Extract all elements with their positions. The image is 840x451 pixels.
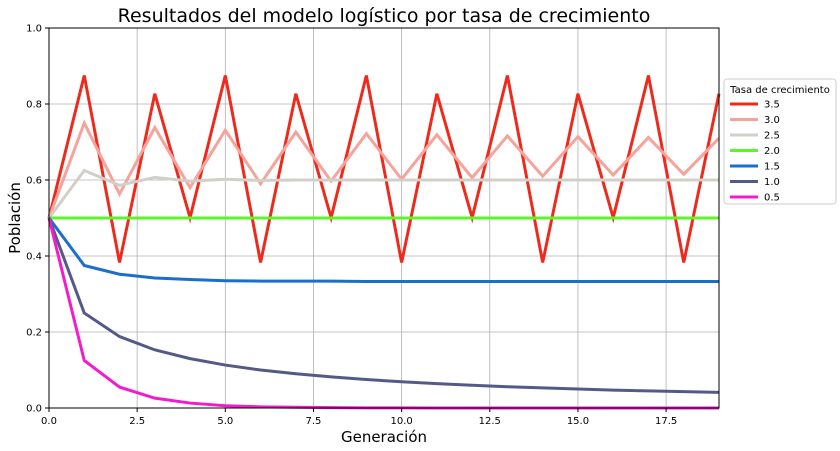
legend-label-3.5: 3.5 — [764, 100, 780, 111]
x-tick-label: 17.5 — [655, 416, 677, 427]
y-tick-label: 0.0 — [26, 404, 42, 415]
legend-label-1.5: 1.5 — [764, 162, 780, 173]
y-tick-label: 0.6 — [26, 176, 42, 187]
y-tick-label: 1.0 — [26, 24, 42, 35]
x-tick-label: 12.5 — [479, 416, 501, 427]
legend-label-3.0: 3.0 — [764, 115, 780, 126]
x-tick-label: 15.0 — [567, 416, 589, 427]
series-line-1.0 — [47, 217, 720, 394]
y-tick-label: 0.4 — [26, 252, 42, 263]
series-line-1.5 — [47, 217, 719, 283]
legend-label-0.5: 0.5 — [764, 193, 780, 204]
chart-title: Resultados del modelo logístico por tasa… — [118, 5, 651, 27]
series-line-3.5 — [47, 75, 721, 263]
series-line-2.5 — [47, 168, 719, 219]
legend-label-2.5: 2.5 — [764, 131, 780, 142]
y-axis-label: Población — [6, 182, 24, 254]
series-line-3.0 — [47, 119, 721, 219]
x-axis-label: Generación — [341, 428, 427, 446]
plot-area: 0.0 2.5 5.0 7.5 10.0 12.5 15.0 17.5 0.0 0.2 0.4 0.6… — [26, 24, 721, 427]
legend-title: Tasa de crecimiento — [729, 85, 830, 96]
legend-label-1.0: 1.0 — [764, 177, 780, 188]
x-tick-label: 0.0 — [41, 416, 57, 427]
y-tick-label: 0.8 — [26, 100, 42, 111]
y-tick-label: 0.2 — [26, 328, 42, 339]
legend-box — [723, 78, 837, 205]
legend: Tasa de crecimiento 3.5 3.0 2.5 2.0 1.5 1.0 0.… — [723, 78, 837, 205]
x-tick-label: 5.0 — [217, 416, 233, 427]
axes-frame — [48, 27, 720, 409]
legend-label-2.0: 2.0 — [764, 146, 780, 157]
x-tick-label: 10.0 — [390, 416, 412, 427]
x-tick-label: 2.5 — [129, 416, 145, 427]
x-tick-label: 7.5 — [306, 416, 322, 427]
